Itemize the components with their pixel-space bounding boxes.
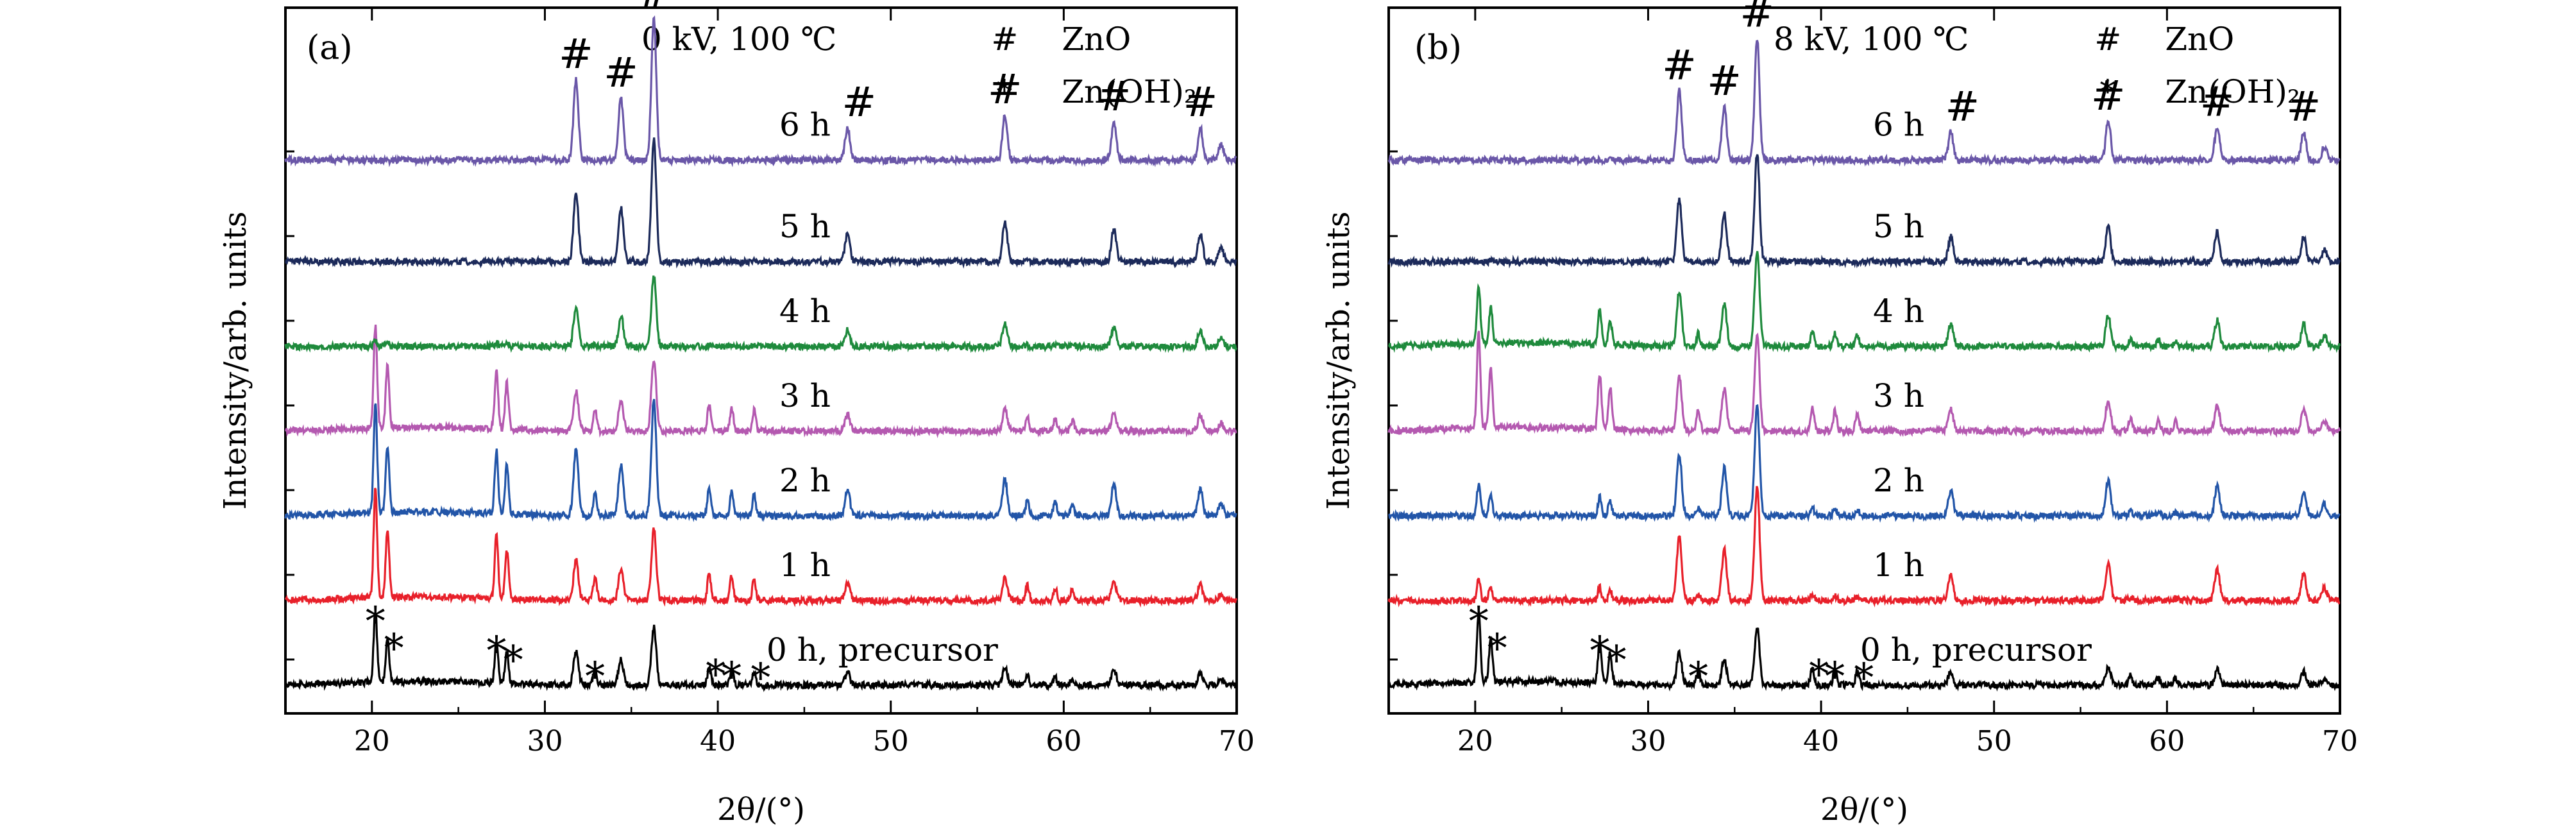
znoh2-peak-marker: * [1607,637,1627,684]
x-tick-label: 30 [527,725,563,758]
znoh2-peak-marker: * [504,637,523,684]
trace-label: 2 h [1873,462,1924,499]
x-tick-label: 70 [2322,725,2358,758]
zno-peak-marker: # [559,31,593,78]
znoh2-peak-marker: * [1854,654,1874,701]
znoh2-peak-marker: * [486,627,506,674]
zno-peak-marker: # [1945,83,1980,131]
x-axis-title: 2θ/(°) [717,792,805,828]
trace-6-h [284,15,1237,167]
x-tick-label: 20 [1457,725,1493,758]
legend-label-zno: ZnO [2165,21,2234,58]
znoh2-peak-marker: * [1589,627,1609,674]
x-tick-label: 40 [1803,725,1839,758]
x-axis-title: 2θ/(°) [1820,792,1908,828]
znoh2-peak-marker: * [1688,653,1708,700]
trace-6-h [1387,40,2341,167]
trace-label: 3 h [1873,377,1924,414]
trace-2-h [1388,404,2341,523]
trace-0-h-precursor [1388,610,2341,692]
znoh2-peak-marker: * [585,653,605,700]
legend-symbol-znoh2: * [2099,73,2115,110]
znoh2-peak-marker: * [1469,598,1489,645]
panel-label: (b) [1414,29,1462,67]
x-tick-label: 20 [354,725,390,758]
legend-label-znoh2: Zn(OH)₂ [2165,73,2300,110]
zno-peak-marker: # [1662,42,1697,89]
x-tick-label: 60 [2149,725,2185,758]
condition-label: 0 kV, 100 ℃ [641,21,836,58]
zno-peak-marker: # [604,49,638,97]
trace-label: 6 h [1873,106,1924,144]
plot-frame [284,6,1238,715]
zno-peak-marker: # [1740,0,1775,37]
znoh2-peak-marker: * [1487,625,1507,672]
legend-label-znoh2: Zn(OH)₂ [1062,73,1197,110]
legend-symbol-znoh2: * [996,73,1012,110]
trace-label: 2 h [779,462,831,499]
znoh2-peak-marker: * [1809,651,1829,698]
trace-label: 4 h [779,293,831,330]
znoh2-peak-marker: * [706,651,725,698]
trace-label: 3 h [779,377,831,414]
panel-a: 20 30 40 50 60 70 2θ/(°) Intensity/arb. units (a… [217,0,1255,828]
znoh2-peak-marker: * [384,625,404,672]
znoh2-peak-marker: * [1825,653,1845,700]
trace-label: 5 h [1873,208,1924,245]
y-axis-title: Intensity/arb. units [1321,212,1357,510]
trace-0-h-precursor [284,612,1238,693]
zno-peak-marker: # [842,79,877,126]
trace-5-h [1387,154,2341,269]
trace-3-h [285,324,1237,439]
trace-5-h [285,137,1237,269]
znoh2-peak-marker: * [722,653,741,700]
x-tick-label: 70 [1219,725,1255,758]
condition-label: 8 kV, 100 ℃ [1774,21,1969,58]
trace-label: 5 h [779,208,831,245]
trace-1-h [1387,486,2341,608]
znoh2-peak-marker: * [366,598,386,645]
trace-label: 1 h [779,547,831,584]
zno-peak-marker: # [1707,58,1741,105]
trace-label: 0 h, precursor [1860,631,2092,668]
zno-peak-marker: # [2287,83,2321,131]
x-tick-label: 30 [1630,725,1666,758]
zno-peak-marker: # [1183,79,1218,126]
zno-peak-marker: # [2091,72,2126,120]
legend-label-zno: ZnO [1062,21,1131,58]
trace-4-h [284,275,1237,353]
x-tick-label: 60 [1046,725,1081,758]
trace-label: 6 h [779,106,831,144]
x-tick-label: 50 [873,725,909,758]
x-tick-label: 50 [1976,725,2012,758]
trace-label: 1 h [1873,547,1924,584]
panel-b: 20 30 40 50 60 70 2θ/(°) Intensity/arb. units (b… [1321,0,2358,828]
zno-peak-marker: # [2200,78,2235,126]
zno-peak-marker: # [988,66,1022,114]
zno-peak-marker: # [637,0,672,18]
trace-4-h [1387,251,2341,353]
trace-label: 0 h, precursor [767,631,998,668]
y-axis-title: Intensity/arb. units [217,212,253,510]
x-tick-label: 40 [700,725,736,758]
zno-peak-marker: # [1097,73,1131,121]
trace-2-h [284,398,1237,522]
trace-label: 4 h [1873,293,1924,330]
panel-label: (a) [307,29,353,67]
trace-3-h [1387,330,2341,438]
trace-1-h [284,488,1238,608]
plot-frame [1387,6,2341,715]
legend-symbol-zno: # [2094,21,2121,58]
legend-symbol-zno: # [991,21,1018,58]
znoh2-peak-marker: * [750,654,770,701]
